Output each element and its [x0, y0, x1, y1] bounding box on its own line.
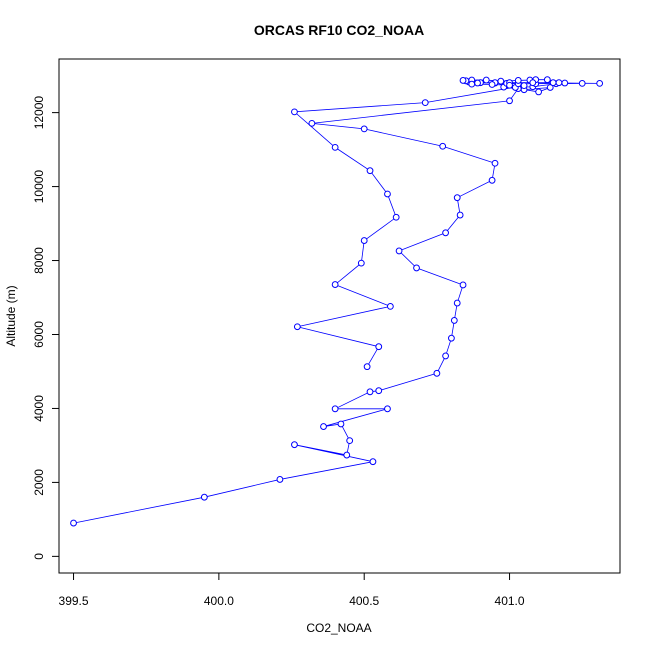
data-point — [291, 441, 298, 449]
data-point — [450, 317, 458, 324]
data-point — [442, 229, 449, 237]
data-point — [375, 387, 383, 395]
data-point — [596, 80, 604, 87]
data-point — [70, 519, 77, 527]
data-point — [337, 420, 345, 428]
data-point — [456, 211, 464, 219]
data-point — [578, 80, 586, 87]
data-point — [331, 143, 339, 151]
data-point — [293, 323, 301, 331]
data-point — [308, 119, 316, 127]
y-axis: 0 2000 4000 6000 8000 10000 12000 — [32, 96, 60, 560]
data-point — [360, 125, 368, 133]
data-point — [276, 476, 284, 483]
y-tick-label: 0 — [32, 553, 46, 560]
y-tick-label: 8000 — [32, 247, 46, 274]
data-point — [421, 99, 429, 107]
y-tick-label: 6000 — [32, 321, 46, 348]
y-tick-label: 10000 — [32, 170, 46, 204]
data-point — [291, 108, 298, 116]
data-point — [546, 84, 554, 91]
y-tick-label: 12000 — [32, 96, 46, 130]
data-point — [375, 343, 383, 351]
data-point — [369, 458, 377, 466]
data-point — [453, 194, 461, 202]
data-point — [514, 77, 522, 84]
data-point — [520, 82, 528, 90]
y-tick-label: 4000 — [32, 395, 46, 422]
data-point — [363, 363, 371, 371]
data-point — [497, 77, 505, 85]
data-point — [392, 213, 400, 221]
chart-title: ORCAS RF10 CO2_NOAA — [254, 22, 424, 38]
data-point — [488, 176, 496, 184]
x-tick-label: 401.0 — [495, 594, 525, 608]
x-tick-label: 400.5 — [349, 594, 379, 608]
x-tick-label: 399.5 — [59, 594, 89, 608]
data-point — [386, 302, 394, 310]
data-point — [535, 88, 543, 96]
data-point — [395, 247, 403, 255]
data-point — [343, 451, 351, 459]
data-point — [459, 77, 467, 84]
data-point — [331, 405, 339, 413]
data-point — [346, 437, 354, 445]
data-point — [555, 79, 563, 87]
data-point — [482, 76, 490, 84]
data-point — [366, 388, 374, 396]
data-point — [366, 167, 374, 175]
data-point — [529, 79, 537, 87]
data-point — [543, 76, 551, 84]
data-point — [413, 264, 420, 272]
data-point — [549, 79, 557, 87]
data-point — [506, 97, 513, 105]
x-tick-label: 400.0 — [204, 594, 234, 608]
data-point — [474, 79, 481, 87]
data-point — [459, 281, 467, 289]
data-point — [448, 334, 455, 342]
data-point — [357, 259, 365, 267]
data-point — [200, 493, 208, 501]
data-point — [433, 369, 441, 377]
data-point — [384, 405, 391, 413]
data-point — [453, 299, 461, 307]
data-point — [468, 80, 476, 88]
data-point — [506, 81, 513, 89]
y-axis-label: Altitude (m) — [4, 285, 18, 346]
series-layer — [70, 76, 604, 527]
x-axis: 399.5 400.0 400.5 401.0 — [59, 572, 525, 608]
data-point — [360, 237, 368, 244]
data-point — [439, 142, 447, 150]
data-point — [320, 423, 327, 430]
data-point — [442, 352, 449, 360]
data-point — [488, 81, 496, 88]
x-axis-label: CO2_NOAA — [306, 621, 371, 635]
plot-frame — [58, 58, 621, 574]
y-tick-label: 2000 — [32, 469, 46, 496]
data-point — [331, 281, 339, 288]
data-point — [491, 159, 499, 167]
data-point — [384, 190, 391, 198]
data-point — [561, 79, 569, 87]
